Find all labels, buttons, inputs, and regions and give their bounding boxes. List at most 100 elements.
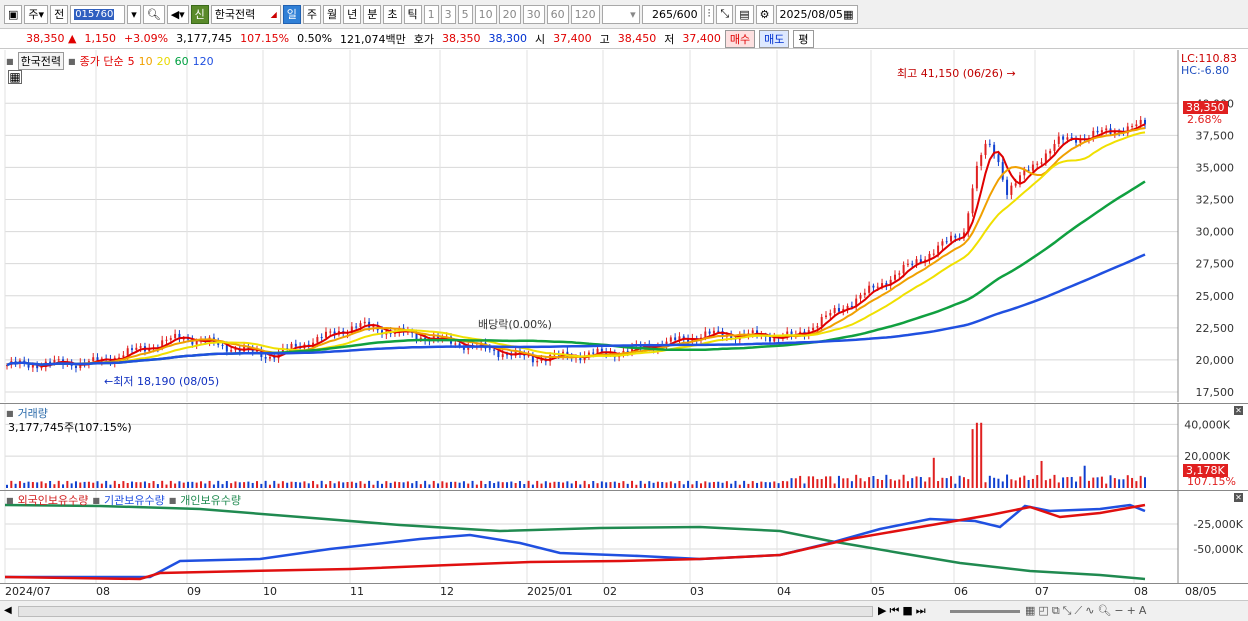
- candle-body: [997, 154, 1000, 163]
- candle-body: [273, 356, 276, 359]
- candle-icon[interactable]: ⫶: [703, 4, 715, 24]
- minute-10[interactable]: 10: [474, 4, 497, 24]
- minute-1[interactable]: 1: [423, 4, 439, 24]
- volume-bar: [368, 480, 371, 488]
- minute-60[interactable]: 60: [546, 4, 569, 24]
- play-icon[interactable]: ▶: [878, 604, 887, 617]
- close-icon[interactable]: ✕: [1234, 406, 1243, 415]
- volume-bar: [1014, 480, 1017, 488]
- volume-bar: [174, 483, 177, 488]
- text-icon[interactable]: A: [1138, 604, 1147, 617]
- last-icon[interactable]: ⏭: [915, 604, 926, 617]
- period-week[interactable]: 주: [302, 4, 322, 24]
- compare-icon[interactable]: ⧉: [1051, 604, 1060, 617]
- high-note: 최고 41,150 (06/26) →: [897, 65, 1016, 81]
- legend-foreign[interactable]: 외국인보유수량: [17, 494, 89, 507]
- save-icon[interactable]: ▤: [735, 4, 754, 24]
- candle-body: [294, 343, 297, 347]
- date-field[interactable]: 2025/08/05 ▦: [775, 4, 858, 24]
- minute-3[interactable]: 3: [440, 4, 456, 24]
- gear-icon[interactable]: ⚙: [755, 4, 774, 24]
- volume-bar: [566, 481, 569, 488]
- candle-body: [333, 331, 336, 335]
- volume-bar: [480, 480, 483, 488]
- period-year[interactable]: 년: [343, 4, 362, 24]
- magnify-icon[interactable]: 🔍︎: [1097, 604, 1112, 617]
- stop-icon[interactable]: ■: [902, 604, 913, 617]
- volume-bar: [868, 477, 871, 488]
- legend-ma-label[interactable]: 종가 단순: [79, 55, 124, 68]
- legend-institution[interactable]: 기관보유수량: [103, 494, 165, 507]
- count-field[interactable]: 265/600: [641, 4, 702, 24]
- volume-bar: [708, 482, 711, 488]
- y-tick-label: 25,000: [1196, 290, 1235, 303]
- zoom-slider[interactable]: [950, 610, 1020, 613]
- volume-legend: ■ 거래량: [6, 405, 48, 421]
- buy-button[interactable]: 매수: [724, 29, 756, 48]
- legend-ma120[interactable]: 120: [192, 54, 214, 68]
- legend-ma10[interactable]: 10: [138, 54, 153, 68]
- candle-body: [122, 355, 125, 358]
- market-select[interactable]: 주 ▾: [24, 4, 49, 24]
- minute-custom-dropdown[interactable]: ▾: [601, 4, 640, 24]
- zoom-in-icon[interactable]: +: [1126, 604, 1136, 617]
- candle-body: [187, 338, 190, 340]
- candle-body: [1040, 162, 1043, 164]
- legend-individual[interactable]: 개인보유수량: [180, 494, 241, 507]
- volume-title[interactable]: 거래량: [17, 407, 48, 420]
- period-month[interactable]: 월: [323, 4, 342, 24]
- candle-body: [527, 355, 530, 357]
- layout-icon[interactable]: ◰: [1038, 604, 1049, 617]
- grid-icon[interactable]: ▦: [1025, 604, 1036, 617]
- calendar-icon[interactable]: ▦: [843, 7, 854, 21]
- minute-30[interactable]: 30: [522, 4, 545, 24]
- minute-5[interactable]: 5: [457, 4, 473, 24]
- legend-ma5[interactable]: 5: [127, 54, 135, 68]
- candle-body: [971, 188, 974, 214]
- code-input[interactable]: 015760: [70, 4, 126, 24]
- volume-bar: [592, 481, 595, 488]
- volume-bar: [449, 481, 452, 488]
- period-tick[interactable]: 틱: [403, 4, 422, 24]
- price-chart[interactable]: 40,00037,50035,00032,50030,00027,50025,0…: [0, 50, 1248, 402]
- quote-bar: 38,350 ▲ 1,150 +3.09% 3,177,745 107.15% …: [0, 29, 1248, 49]
- draw-icon[interactable]: ⤡: [716, 4, 734, 24]
- candle-body: [454, 343, 457, 345]
- minute-20[interactable]: 20: [498, 4, 521, 24]
- scroll-left-icon[interactable]: ◀: [4, 605, 12, 616]
- volume-bar: [475, 484, 478, 488]
- candle-body: [1049, 150, 1052, 154]
- measure-icon[interactable]: ⤡: [1062, 604, 1072, 617]
- price-value: 38,350: [26, 32, 65, 45]
- minute-120[interactable]: 120: [570, 4, 600, 24]
- volume-bar: [760, 481, 763, 488]
- close-icon[interactable]: ✕: [1234, 493, 1243, 502]
- candle-body: [674, 337, 677, 340]
- zoom-out-icon[interactable]: −: [1114, 604, 1124, 617]
- individual-line: [4, 503, 1146, 581]
- scroll-track[interactable]: [18, 606, 873, 617]
- wave-icon[interactable]: ∿: [1085, 604, 1095, 617]
- search-icon[interactable]: 🔍︎: [142, 4, 165, 24]
- legend-ma60[interactable]: 60: [174, 54, 189, 68]
- stock-name[interactable]: 한국전력 ◢: [210, 4, 281, 24]
- code-dropdown-icon[interactable]: ▾: [127, 4, 141, 24]
- period-day[interactable]: 일: [282, 4, 301, 24]
- volume-bar: [846, 478, 849, 488]
- prev-button[interactable]: 전: [50, 4, 69, 24]
- table-icon[interactable]: ▦: [8, 70, 22, 84]
- first-icon[interactable]: ⏮: [889, 604, 900, 617]
- legend-stock-name[interactable]: 한국전력: [17, 52, 65, 70]
- volume-chart[interactable]: 40,000K 20,000K: [0, 404, 1248, 490]
- period-second[interactable]: 초: [383, 4, 402, 24]
- chart-type-icon[interactable]: ▣: [4, 4, 23, 24]
- period-minute[interactable]: 분: [363, 4, 382, 24]
- eval-button[interactable]: 평: [793, 29, 814, 48]
- trend-icon[interactable]: ⟋: [1074, 604, 1083, 617]
- legend-ma20[interactable]: 20: [156, 54, 171, 68]
- speaker-icon[interactable]: ◀▾: [166, 4, 189, 24]
- sell-button[interactable]: 매도: [759, 29, 790, 48]
- holding-chart[interactable]: -25,000K -50,000K: [0, 491, 1248, 583]
- volume-bar: [945, 478, 948, 488]
- candle-body: [506, 354, 509, 356]
